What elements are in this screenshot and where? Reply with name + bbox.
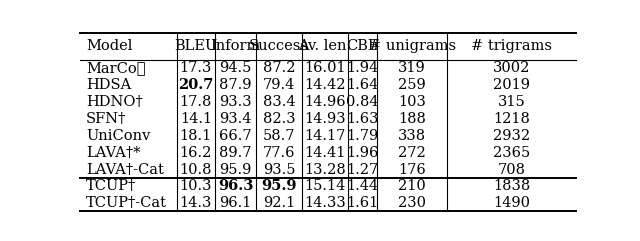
- Text: 1.94: 1.94: [346, 61, 379, 75]
- Text: MarCo⋆: MarCo⋆: [86, 61, 145, 75]
- Text: 13.28: 13.28: [304, 163, 346, 177]
- Text: Success: Success: [249, 39, 309, 53]
- Text: 14.42: 14.42: [304, 78, 346, 92]
- Text: 16.2: 16.2: [180, 146, 212, 160]
- Text: HDNO†: HDNO†: [86, 95, 143, 109]
- Text: BLEU: BLEU: [174, 39, 218, 53]
- Text: 77.6: 77.6: [262, 146, 295, 160]
- Text: 82.3: 82.3: [262, 112, 295, 126]
- Text: 708: 708: [497, 163, 525, 177]
- Text: # trigrams: # trigrams: [471, 39, 552, 53]
- Text: 14.93: 14.93: [304, 112, 346, 126]
- Text: 230: 230: [398, 196, 426, 210]
- Text: 2932: 2932: [493, 129, 530, 143]
- Text: 2019: 2019: [493, 78, 530, 92]
- Text: 96.3: 96.3: [218, 179, 253, 194]
- Text: 17.3: 17.3: [180, 61, 212, 75]
- Text: 87.2: 87.2: [262, 61, 295, 75]
- Text: 1218: 1218: [493, 112, 530, 126]
- Text: Model: Model: [86, 39, 132, 53]
- Text: LAVA†*: LAVA†*: [86, 146, 140, 160]
- Text: 1.63: 1.63: [346, 112, 379, 126]
- Text: 18.1: 18.1: [180, 129, 212, 143]
- Text: 96.1: 96.1: [220, 196, 252, 210]
- Text: 14.96: 14.96: [304, 95, 346, 109]
- Text: 1838: 1838: [493, 179, 530, 194]
- Text: 1.96: 1.96: [346, 146, 379, 160]
- Text: 92.1: 92.1: [263, 196, 295, 210]
- Text: # unigrams: # unigrams: [369, 39, 456, 53]
- Text: 14.3: 14.3: [180, 196, 212, 210]
- Text: 0.84: 0.84: [346, 95, 379, 109]
- Text: 83.4: 83.4: [262, 95, 295, 109]
- Text: 10.8: 10.8: [180, 163, 212, 177]
- Text: HDSA: HDSA: [86, 78, 131, 92]
- Text: 14.33: 14.33: [304, 196, 346, 210]
- Text: 1.61: 1.61: [346, 196, 379, 210]
- Text: LAVA†-Cat: LAVA†-Cat: [86, 163, 164, 177]
- Text: 95.9: 95.9: [220, 163, 252, 177]
- Text: 176: 176: [398, 163, 426, 177]
- Text: 10.3: 10.3: [180, 179, 212, 194]
- Text: 1.64: 1.64: [346, 78, 379, 92]
- Text: 58.7: 58.7: [262, 129, 295, 143]
- Text: 17.8: 17.8: [180, 95, 212, 109]
- Text: 20.7: 20.7: [178, 78, 214, 92]
- Text: TCUP†-Cat: TCUP†-Cat: [86, 196, 167, 210]
- Text: 272: 272: [398, 146, 426, 160]
- Text: 1.79: 1.79: [346, 129, 379, 143]
- Text: 188: 188: [398, 112, 426, 126]
- Text: 15.14: 15.14: [304, 179, 346, 194]
- Text: 14.17: 14.17: [304, 129, 346, 143]
- Text: 66.7: 66.7: [219, 129, 252, 143]
- Text: TCUP†: TCUP†: [86, 179, 136, 194]
- Text: 93.3: 93.3: [219, 95, 252, 109]
- Text: 79.4: 79.4: [262, 78, 295, 92]
- Text: 210: 210: [398, 179, 426, 194]
- Text: 338: 338: [398, 129, 426, 143]
- Text: 259: 259: [398, 78, 426, 92]
- Text: 95.9: 95.9: [261, 179, 297, 194]
- Text: 89.7: 89.7: [220, 146, 252, 160]
- Text: 16.01: 16.01: [304, 61, 346, 75]
- Text: 2365: 2365: [493, 146, 530, 160]
- Text: 315: 315: [498, 95, 525, 109]
- Text: 14.1: 14.1: [180, 112, 212, 126]
- Text: 1490: 1490: [493, 196, 530, 210]
- Text: 3002: 3002: [493, 61, 530, 75]
- Text: 1.44: 1.44: [346, 179, 379, 194]
- Text: 14.41: 14.41: [304, 146, 346, 160]
- Text: UniConv: UniConv: [86, 129, 150, 143]
- Text: 87.9: 87.9: [220, 78, 252, 92]
- Text: Av. len.: Av. len.: [298, 39, 351, 53]
- Text: 93.4: 93.4: [220, 112, 252, 126]
- Text: 94.5: 94.5: [220, 61, 252, 75]
- Text: SFN†: SFN†: [86, 112, 126, 126]
- Text: 319: 319: [398, 61, 426, 75]
- Text: 1.27: 1.27: [346, 163, 379, 177]
- Text: 93.5: 93.5: [262, 163, 295, 177]
- Text: Inform: Inform: [211, 39, 260, 53]
- Text: 103: 103: [398, 95, 426, 109]
- Text: CBE: CBE: [346, 39, 379, 53]
